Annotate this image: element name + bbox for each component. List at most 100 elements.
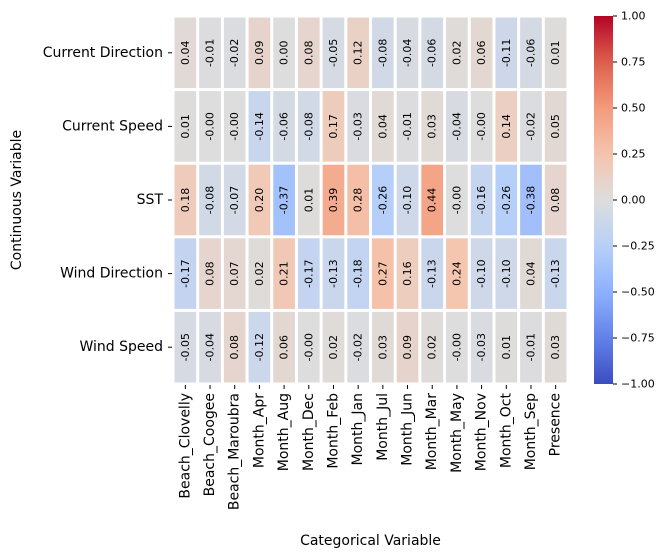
cell-value-label: 0.04 <box>179 41 192 66</box>
cell-value-label: -0.06 <box>426 39 439 67</box>
heatmap-cell <box>372 17 394 89</box>
heatmap-cell <box>372 164 394 236</box>
heatmap-cell <box>273 17 295 89</box>
y-tick-label: Wind Speed <box>79 339 163 355</box>
cell-value-label: 0.07 <box>228 261 241 286</box>
heatmap-cell <box>470 91 493 162</box>
heatmap-cell <box>248 17 271 89</box>
x-tick-label: Month_Jul <box>375 393 391 461</box>
heatmap-cell <box>297 164 320 236</box>
cell-value-label: -0.26 <box>500 186 513 214</box>
heatmap-cell <box>223 17 246 89</box>
cell-value-label: -0.38 <box>524 186 537 214</box>
x-tick-label: Presence <box>548 393 564 456</box>
cell-value-label: -0.08 <box>302 112 315 140</box>
cell-value-label: 0.01 <box>179 114 192 138</box>
cell-value-label: -0.00 <box>204 112 217 140</box>
heatmap-cell <box>248 238 271 309</box>
heatmap-cell <box>372 91 394 162</box>
heatmap-cell <box>446 17 468 89</box>
heatmap-cell <box>248 311 271 383</box>
colorbar-tick-label: −1.00 <box>621 378 655 391</box>
heatmap-cell <box>248 164 271 236</box>
cell-value-label: 0.01 <box>500 335 513 360</box>
cell-value-label: 0.03 <box>376 335 389 360</box>
heatmap-cell <box>297 238 320 309</box>
heatmap-cell <box>396 238 419 309</box>
heatmap-cell <box>544 238 567 309</box>
cell-value-label: -0.26 <box>376 186 389 214</box>
x-tick-label: Month_Nov <box>474 393 490 471</box>
colorbar-tick-label: 1.00 <box>621 10 646 23</box>
cell-value-label: -0.37 <box>278 186 291 214</box>
heatmap-cell <box>421 238 444 309</box>
heatmap-cell <box>520 238 542 309</box>
cell-value-label: 0.06 <box>475 41 488 66</box>
cell-value-label: 0.04 <box>524 261 537 286</box>
cell-value-label: -0.05 <box>179 333 192 361</box>
heatmap-cell <box>322 311 345 383</box>
heatmap-cell <box>297 17 320 89</box>
heatmap-cell <box>421 17 444 89</box>
heatmap-cell <box>248 91 271 162</box>
colorbar-tick-label: −0.50 <box>621 286 655 299</box>
cell-value-label: 0.08 <box>228 335 241 360</box>
cell-value-label: -0.12 <box>253 333 266 361</box>
cell-value-label: -0.10 <box>401 186 414 214</box>
heatmap-cell <box>322 238 345 309</box>
cell-value-label: -0.11 <box>500 39 513 67</box>
heatmap-cell <box>174 164 197 236</box>
cell-value-label: -0.04 <box>401 39 414 67</box>
heatmap-cell <box>199 311 221 383</box>
cell-value-label: 0.18 <box>179 188 192 213</box>
heatmap-cell <box>396 17 419 89</box>
heatmap-cell <box>495 91 518 162</box>
heatmap-cell <box>347 164 369 236</box>
heatmap-cell <box>396 91 419 162</box>
heatmap-cell <box>223 311 246 383</box>
heatmap-cell <box>223 91 246 162</box>
heatmap-cell <box>470 311 493 383</box>
cell-value-label: -0.10 <box>475 259 488 287</box>
heatmap-cell <box>421 311 444 383</box>
cell-value-label: -0.07 <box>228 186 241 214</box>
heatmap-cell <box>199 238 221 309</box>
heatmap-cell <box>223 164 246 236</box>
heatmap-cell <box>322 17 345 89</box>
cell-value-label: -0.04 <box>204 333 217 361</box>
heatmap-cell <box>470 164 493 236</box>
heatmap-cell <box>446 238 468 309</box>
colorbar-tick-label: 0.00 <box>621 194 646 207</box>
cell-value-label: 0.02 <box>450 41 463 66</box>
cell-value-label: 0.02 <box>327 335 340 360</box>
x-tick-label: Beach_Maroubra <box>227 393 243 510</box>
heatmap-cell <box>273 311 295 383</box>
cell-value-label: -0.08 <box>204 186 217 214</box>
cell-value-label: -0.18 <box>352 259 365 287</box>
heatmap-cell <box>372 311 394 383</box>
cell-value-label: -0.00 <box>450 333 463 361</box>
cell-value-label: 0.08 <box>204 261 217 286</box>
cell-value-label: -0.10 <box>500 259 513 287</box>
x-tick-label: Month_May <box>449 393 465 473</box>
heatmap-cell <box>199 164 221 236</box>
cell-value-label: 0.28 <box>352 188 365 213</box>
x-tick-label: Month_Apr <box>251 393 267 468</box>
cell-value-label: -0.01 <box>401 112 414 140</box>
cell-value-label: -0.17 <box>302 259 315 287</box>
cell-value-label: 0.44 <box>426 188 439 213</box>
cell-value-label: -0.02 <box>352 333 365 361</box>
heatmap-cell <box>174 17 197 89</box>
colorbar: 1.00 0.75 0.50 0.25 0.00 −0.25 −0.50 −0.75 −1.00 <box>594 10 655 391</box>
heatmap-cell <box>520 91 542 162</box>
y-tick-label: SST <box>137 192 164 208</box>
cell-value-label: -0.00 <box>450 186 463 214</box>
cell-value-label: -0.17 <box>179 259 192 287</box>
cell-value-label: -0.13 <box>549 259 562 287</box>
heatmap-cell <box>520 17 542 89</box>
cell-value-label: -0.02 <box>228 39 241 67</box>
heatmap-cell <box>470 17 493 89</box>
cell-value-label: 0.12 <box>352 41 365 66</box>
heatmap-cell <box>273 238 295 309</box>
